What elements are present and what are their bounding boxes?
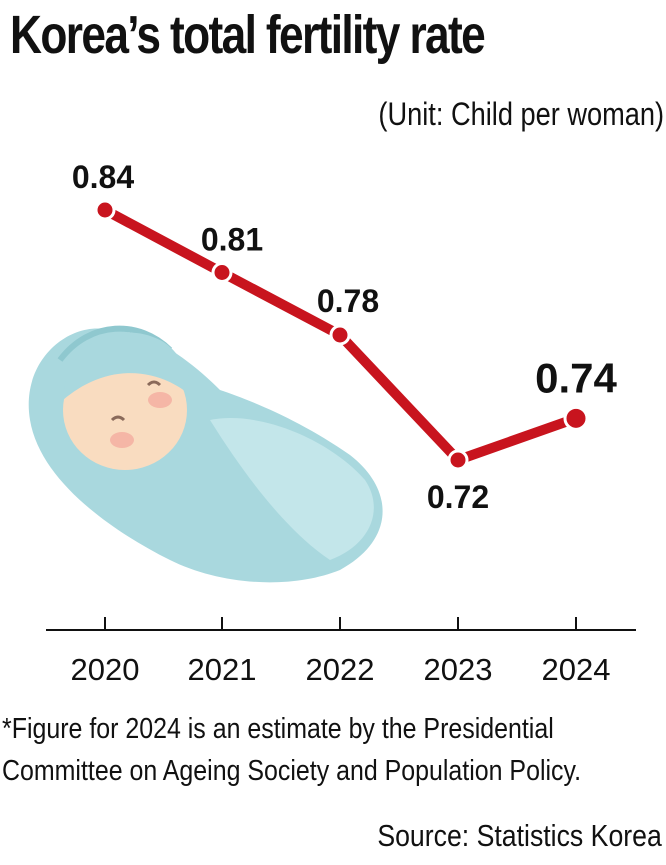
x-tick-label-2021: 2021 — [188, 652, 257, 687]
value-label-2022: 0.78 — [317, 283, 379, 319]
unit-label: (Unit: Child per woman) — [378, 96, 664, 132]
data-point-2020 — [94, 199, 116, 221]
chart-title: Korea’s total fertility rate — [10, 5, 486, 65]
footnote: *Figure for 2024 is an estimate by the P… — [2, 708, 642, 792]
x-tick-label-2024: 2024 — [542, 652, 611, 687]
footnote-line-1: *Figure for 2024 is an estimate by the P… — [2, 713, 554, 745]
value-label-2024: 0.74 — [535, 354, 617, 401]
data-point-2022 — [329, 324, 351, 346]
x-tick-label-2023: 2023 — [424, 652, 493, 687]
data-point-2023 — [447, 449, 469, 471]
source-credit: Source: Statistics Korea — [377, 818, 662, 853]
value-label-2020: 0.84 — [72, 159, 134, 195]
data-point-2024 — [563, 405, 589, 431]
data-point-2021 — [211, 262, 233, 283]
x-tick-label-2020: 2020 — [71, 652, 140, 687]
line-chart: 0.84 0.81 0.78 0.72 0.74 2020 2021 2022 2023 202… — [28, 159, 636, 687]
baby-illustration — [28, 325, 383, 583]
value-label-2021: 0.81 — [201, 222, 263, 258]
footnote-line-2: Committee on Ageing Society and Populati… — [2, 755, 582, 787]
x-tick-label-2022: 2022 — [306, 652, 375, 687]
value-label-2023: 0.72 — [427, 479, 489, 515]
